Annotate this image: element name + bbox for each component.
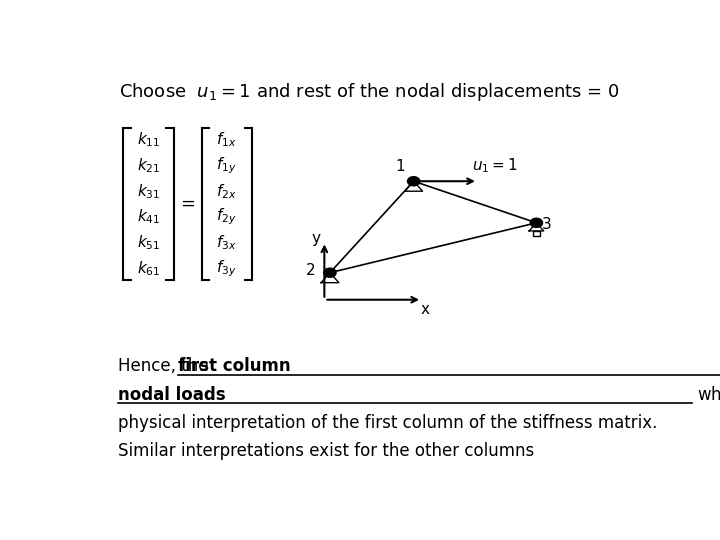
Text: first column: first column bbox=[178, 357, 291, 375]
Text: y: y bbox=[312, 231, 320, 246]
Text: 1: 1 bbox=[395, 159, 405, 174]
Text: Hence, the: Hence, the bbox=[118, 357, 214, 375]
Text: =: = bbox=[180, 195, 195, 213]
Text: $f_{1x}$: $f_{1x}$ bbox=[217, 130, 237, 149]
Circle shape bbox=[408, 177, 420, 186]
Text: $k_{41}$: $k_{41}$ bbox=[137, 208, 161, 226]
Circle shape bbox=[324, 268, 336, 277]
Text: $k_{61}$: $k_{61}$ bbox=[137, 259, 161, 278]
Text: 3: 3 bbox=[541, 218, 552, 232]
Text: $f_{2y}$: $f_{2y}$ bbox=[217, 207, 237, 227]
Text: $k_{31}$: $k_{31}$ bbox=[137, 182, 161, 200]
Text: $k_{51}$: $k_{51}$ bbox=[137, 233, 161, 252]
Text: $u_1=1$: $u_1=1$ bbox=[472, 156, 518, 175]
Text: $f_{3x}$: $f_{3x}$ bbox=[217, 233, 237, 252]
Circle shape bbox=[530, 218, 543, 227]
Text: $f_{1y}$: $f_{1y}$ bbox=[217, 155, 237, 176]
Text: Choose  $u_1 = 1$ and rest of the nodal displacements = 0: Choose $u_1 = 1$ and rest of the nodal d… bbox=[119, 81, 619, 103]
Text: x: x bbox=[420, 302, 429, 317]
Text: $f_{3y}$: $f_{3y}$ bbox=[217, 258, 237, 279]
Text: $k_{11}$: $k_{11}$ bbox=[137, 130, 161, 149]
Text: 2: 2 bbox=[305, 263, 315, 278]
Text: nodal loads: nodal loads bbox=[118, 386, 225, 403]
Bar bbox=[533, 231, 540, 237]
Text: when $u_1=1$ and all other dofs are fixed. This is the: when $u_1=1$ and all other dofs are fixe… bbox=[693, 384, 720, 405]
Text: Similar interpretations exist for the other columns: Similar interpretations exist for the ot… bbox=[118, 442, 534, 460]
Text: $f_{2x}$: $f_{2x}$ bbox=[217, 182, 237, 200]
Text: $k_{21}$: $k_{21}$ bbox=[137, 156, 161, 175]
Text: physical interpretation of the first column of the stiffness matrix.: physical interpretation of the first col… bbox=[118, 414, 657, 432]
